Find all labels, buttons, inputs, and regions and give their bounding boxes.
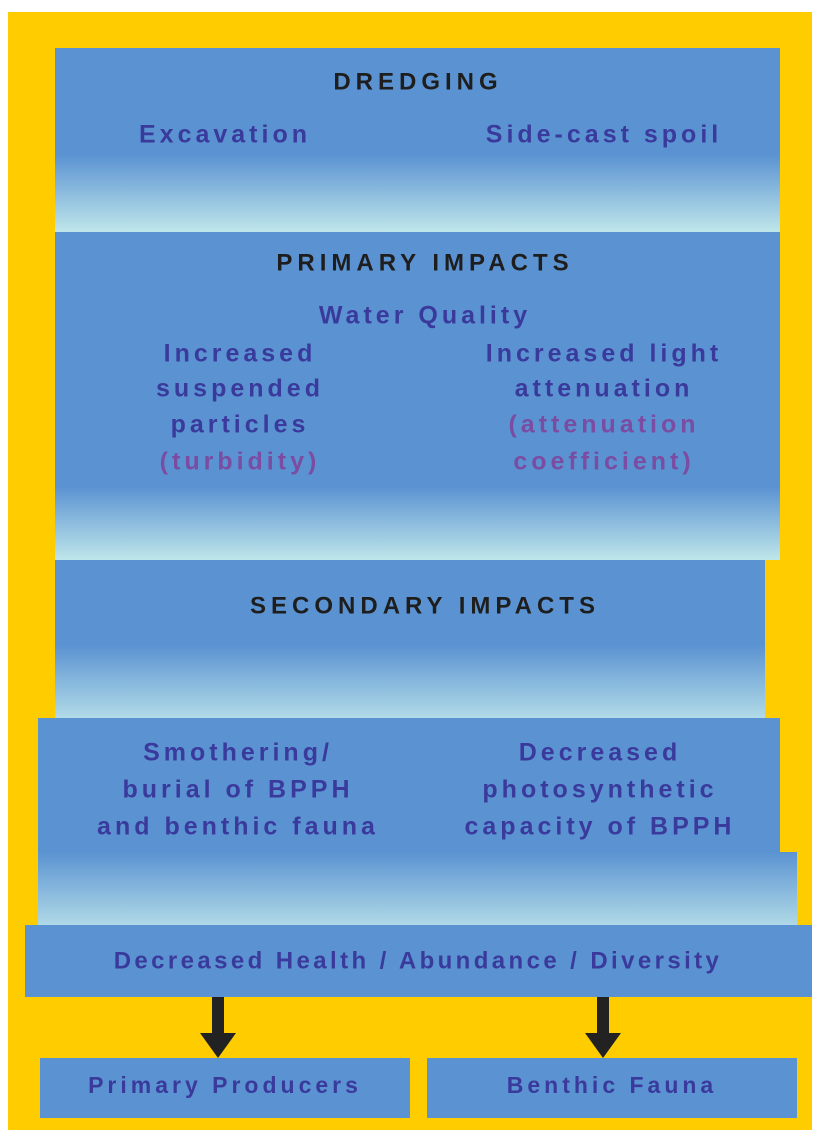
label: burial of BPPH: [122, 776, 353, 804]
outcome: Decreased Health / Abundance / Diversity: [114, 947, 723, 974]
outcome-box: [25, 925, 812, 997]
label: Increased light: [486, 340, 722, 368]
band: [38, 852, 797, 938]
title: PRIMARY IMPACTS: [276, 249, 573, 276]
primary-box: [55, 232, 780, 488]
label: photosynthetic: [482, 776, 717, 804]
target-box: [427, 1058, 797, 1118]
label: Smothering/: [143, 739, 333, 767]
target-box: [40, 1058, 410, 1118]
note: coefficient): [513, 448, 694, 476]
label: attenuation: [515, 375, 694, 403]
band: [55, 155, 780, 232]
title: SECONDARY IMPACTS: [250, 592, 600, 619]
title: DREDGING: [333, 68, 502, 95]
target: Primary Producers: [88, 1072, 362, 1098]
dredging-box: [55, 48, 780, 158]
band: [55, 645, 765, 730]
label: and benthic fauna: [97, 813, 379, 841]
target: Benthic Fauna: [507, 1072, 717, 1098]
secondary-box: [55, 560, 765, 646]
note: (turbidity): [160, 448, 321, 476]
note: (attenuation: [508, 411, 699, 439]
label: Increased: [164, 340, 317, 368]
arrows: [200, 997, 621, 1058]
label: Excavation: [139, 121, 311, 149]
label: capacity of BPPH: [464, 813, 735, 841]
label: suspended: [156, 375, 324, 403]
effects-box: [38, 718, 780, 853]
label: Decreased: [519, 739, 681, 767]
label: Side-cast spoil: [486, 121, 722, 149]
label: particles: [171, 411, 310, 439]
label: Water Quality: [319, 302, 531, 330]
band: [55, 487, 780, 560]
